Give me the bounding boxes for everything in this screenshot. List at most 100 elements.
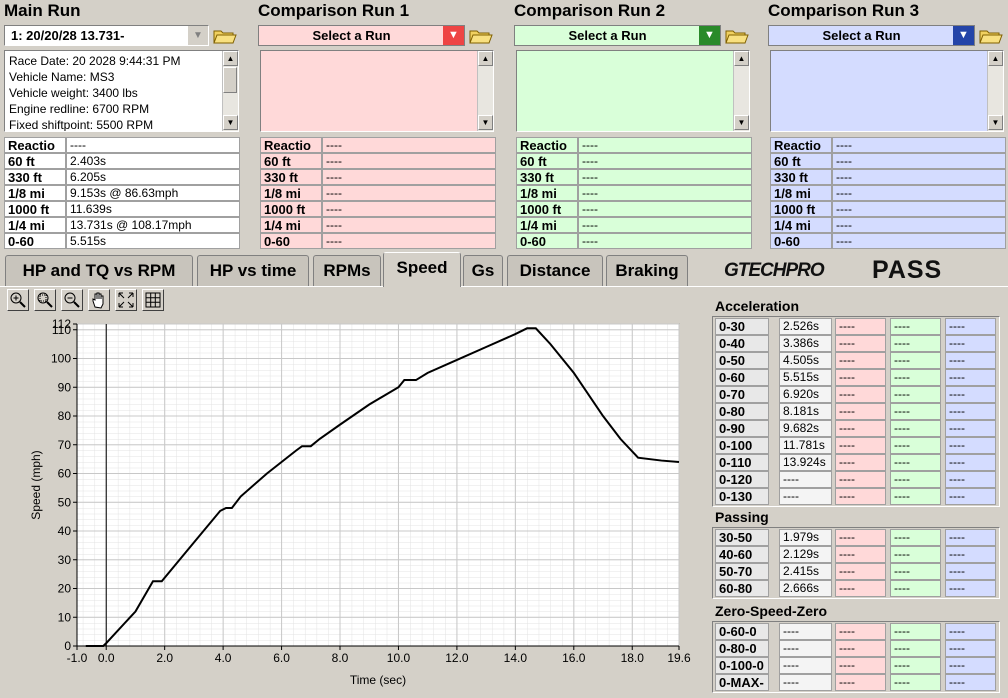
section-value: ---- — [835, 488, 886, 505]
section-value: ---- — [945, 318, 996, 335]
section-value: ---- — [890, 674, 941, 691]
result-value: ---- — [322, 185, 496, 201]
dropdown-button[interactable]: ▼ — [443, 26, 464, 45]
scroll-up-button[interactable]: ▲ — [734, 51, 749, 66]
y-tick-label: 90 — [58, 380, 72, 394]
run-selector[interactable]: Select a Run ▼ — [258, 25, 465, 46]
scrollbar: ▲ ▼ — [733, 51, 749, 131]
pan-button[interactable] — [88, 289, 110, 311]
tool-icon — [10, 292, 26, 308]
tab[interactable]: Speed — [383, 252, 461, 287]
x-tick-label: -1.0 — [67, 651, 88, 665]
result-value: ---- — [322, 217, 496, 233]
open-folder-button[interactable] — [468, 26, 494, 46]
section-value: ---- — [945, 420, 996, 437]
scroll-thumb — [223, 67, 237, 93]
result-value: 6.205s — [66, 169, 240, 185]
scroll-down-button[interactable]: ▼ — [734, 115, 749, 130]
tab[interactable]: Distance — [507, 255, 603, 286]
open-folder-button[interactable] — [212, 26, 238, 46]
section-value: 2.526s — [779, 318, 832, 335]
section-value: ---- — [890, 386, 941, 403]
result-label: 0-60 — [260, 233, 322, 249]
open-folder-button[interactable] — [724, 26, 750, 46]
section-value: ---- — [890, 657, 941, 674]
dropdown-button[interactable]: ▼ — [188, 26, 208, 45]
y-tick-label: 40 — [58, 524, 72, 538]
section-value: ---- — [945, 640, 996, 657]
run-title: Comparison Run 3 — [768, 1, 920, 20]
y-tick-label: 112 — [52, 317, 71, 331]
section-value: 3.386s — [779, 335, 832, 352]
minor-grid-area — [77, 324, 679, 646]
run-selector[interactable]: 1: 20/20/28 13.731- ▼ — [4, 25, 209, 46]
open-folder-button[interactable] — [978, 26, 1004, 46]
run-title: Comparison Run 2 — [514, 1, 666, 20]
result-label: 1000 ft — [770, 201, 832, 217]
scroll-down-button[interactable]: ▼ — [223, 115, 238, 130]
folder-icon — [979, 30, 1003, 44]
section-value: ---- — [890, 437, 941, 454]
zoom-fit-button[interactable] — [115, 289, 137, 311]
scroll-down-button[interactable]: ▼ — [988, 115, 1003, 130]
section-row-label: 0-90 — [715, 420, 769, 437]
tab[interactable]: Braking — [606, 255, 688, 286]
section-value: ---- — [835, 352, 886, 369]
x-tick-label: 12.0 — [445, 651, 469, 665]
section-row-label: 40-60 — [715, 546, 769, 563]
y-tick-label: 10 — [58, 610, 72, 624]
x-tick-label: 8.0 — [332, 651, 349, 665]
section-value: ---- — [945, 386, 996, 403]
section-value: ---- — [945, 454, 996, 471]
section-title: Acceleration — [715, 298, 800, 314]
result-value: ---- — [832, 217, 1006, 233]
section-value: 4.505s — [779, 352, 832, 369]
result-label: 1/4 mi — [516, 217, 578, 233]
section-row-label: 0-120 — [715, 471, 769, 488]
run-selector[interactable]: Select a Run ▼ — [768, 25, 975, 46]
run-info-box: Race Date: 20 2028 9:44:31 PM Vehicle Nam… — [4, 50, 239, 132]
scroll-up-button[interactable]: ▲ — [223, 51, 238, 66]
dropdown-button[interactable]: ▼ — [953, 26, 974, 45]
tab[interactable]: HP vs time — [197, 255, 309, 286]
zoom-box-button[interactable] — [34, 289, 56, 311]
section-value: ---- — [945, 674, 996, 691]
section-row-label: 0-40 — [715, 335, 769, 352]
run-selector[interactable]: Select a Run ▼ — [514, 25, 721, 46]
result-value: ---- — [578, 169, 752, 185]
section-value: 6.920s — [779, 386, 832, 403]
section-value: ---- — [890, 403, 941, 420]
section-row-label: 0-110 — [715, 454, 769, 471]
run-title: Main Run — [4, 1, 81, 20]
section-row-label: 0-80-0 — [715, 640, 769, 657]
section-value: ---- — [835, 640, 886, 657]
dropdown-button[interactable]: ▼ — [699, 26, 720, 45]
logo: GTECHPRO PASS — [720, 256, 1004, 284]
section-value: 8.181s — [779, 403, 832, 420]
result-label: 60 ft — [516, 153, 578, 169]
tab[interactable]: HP and TQ vs RPM — [5, 255, 193, 286]
zoom-in-button[interactable] — [7, 289, 29, 311]
section-value: ---- — [890, 335, 941, 352]
run-selector-text: Select a Run — [822, 28, 901, 43]
section-value: ---- — [945, 529, 996, 546]
grid-button[interactable] — [142, 289, 164, 311]
result-value: ---- — [578, 201, 752, 217]
y-tick-label: 80 — [58, 409, 72, 423]
speed-chart: -1.0 0.0 2.0 4.0 6.0 8.0 10.0 12.0 14.0 16.0 18.0 1… — [29, 317, 691, 687]
zoom-out-button[interactable] — [61, 289, 83, 311]
folder-icon — [469, 30, 493, 44]
section-frame — [712, 316, 1000, 507]
run-selector-text: Select a Run — [568, 28, 647, 43]
scroll-up-button[interactable]: ▲ — [478, 51, 493, 66]
run-info-box: ▲ ▼ — [516, 50, 750, 132]
result-label: Reactio — [770, 137, 832, 153]
tab[interactable]: RPMs — [313, 255, 381, 286]
section-value: ---- — [890, 580, 941, 597]
section-value: ---- — [779, 623, 832, 640]
tool-icon — [64, 292, 80, 308]
scroll-up-button[interactable]: ▲ — [988, 51, 1003, 66]
section-row-label: 0-80 — [715, 403, 769, 420]
tab[interactable]: Gs — [463, 255, 503, 286]
scroll-down-button[interactable]: ▼ — [478, 115, 493, 130]
